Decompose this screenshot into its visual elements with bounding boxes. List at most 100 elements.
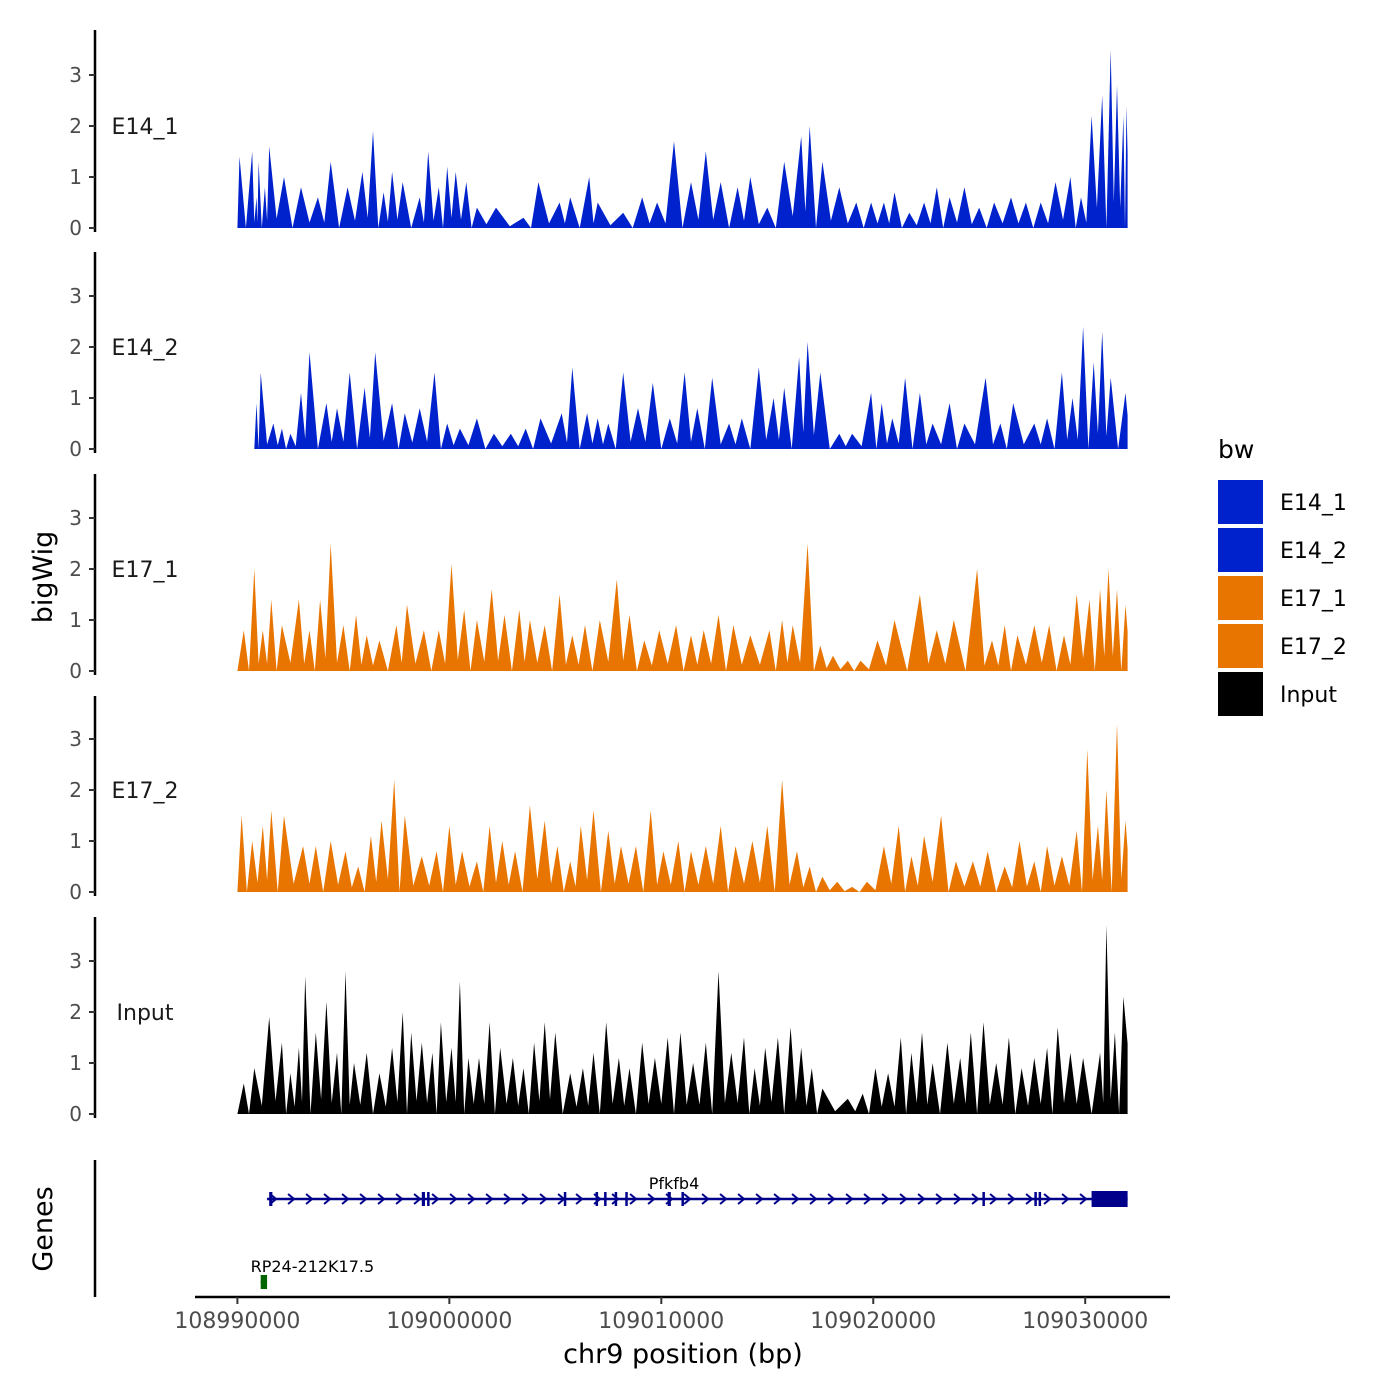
strand-chevron	[467, 1193, 476, 1205]
y-tick-label: 2	[69, 778, 82, 802]
track-E14_1: 0 1 2 3 E14_1	[69, 30, 1128, 240]
legend: bw E14_1 E14_2 E17_1 E17_2 Input	[1218, 435, 1347, 716]
y-tick-label: 0	[69, 659, 82, 683]
y-tick-label: 0	[69, 216, 82, 240]
strand-chevron	[431, 1193, 440, 1205]
strand-chevron	[827, 1193, 836, 1205]
strand-chevron	[1025, 1193, 1034, 1205]
strand-chevron	[863, 1193, 872, 1205]
exon	[614, 1192, 618, 1206]
exon	[1091, 1191, 1128, 1207]
track-E14_2: 0 1 2 3 E14_2	[69, 252, 1128, 461]
x-tick-label: 108990000	[174, 1309, 300, 1334]
exon	[563, 1192, 567, 1206]
gene-label: RP24-212K17.5	[251, 1257, 375, 1276]
y-tick-label: 3	[69, 727, 82, 751]
strand-chevron	[935, 1193, 944, 1205]
exon	[982, 1192, 985, 1206]
strand-chevron	[305, 1193, 314, 1205]
gene-label: Pfkfb4	[649, 1174, 700, 1193]
strand-chevron	[701, 1193, 710, 1205]
signal-area-Input	[237, 925, 1128, 1114]
legend-entry-label: E17_1	[1280, 587, 1347, 612]
strand-chevron	[521, 1193, 530, 1205]
y-tick-label: 3	[69, 506, 82, 530]
track-label: E14_2	[112, 336, 179, 361]
exon	[625, 1192, 628, 1206]
strand-chevron	[917, 1193, 926, 1205]
strand-chevron	[575, 1193, 584, 1205]
track-E17_1: 0 1 2 3 E17_1	[69, 474, 1128, 683]
y-tick-label: 1	[69, 608, 82, 632]
strand-chevron	[395, 1193, 404, 1205]
signal-area-E17_1	[237, 543, 1128, 671]
legend-entry-label: Input	[1280, 683, 1337, 708]
x-tick-label: 109010000	[598, 1309, 724, 1334]
strand-chevron	[899, 1193, 908, 1205]
exon	[667, 1192, 671, 1206]
legend-entry-label: E17_2	[1280, 635, 1347, 660]
strand-chevron	[683, 1193, 692, 1205]
y-tick-label: 3	[69, 284, 82, 308]
strand-chevron	[773, 1193, 782, 1205]
legend-swatch	[1218, 480, 1263, 524]
x-tick-label: 109000000	[386, 1309, 512, 1334]
exon	[421, 1192, 425, 1206]
strand-chevron	[971, 1193, 980, 1205]
track-Input: 0 1 2 3 Input	[69, 917, 1128, 1126]
legend-swatch	[1218, 576, 1263, 620]
strand-chevron	[611, 1193, 620, 1205]
legend-swatch	[1218, 672, 1263, 716]
legend-entry-label: E14_2	[1280, 539, 1347, 564]
x-axis: 108990000 109000000 109010000 109020000 1090…	[174, 1295, 1170, 1334]
exon	[269, 1192, 273, 1206]
x-axis-title: chr9 position (bp)	[563, 1339, 803, 1370]
strand-chevron	[359, 1193, 368, 1205]
strand-chevron	[755, 1193, 764, 1205]
y-tick-label: 1	[69, 165, 82, 189]
gene-track: Pfkfb4 RP24-212K17.5	[93, 1160, 1128, 1297]
strand-chevron	[287, 1193, 296, 1205]
strand-chevron	[323, 1193, 332, 1205]
legend-swatch	[1218, 624, 1263, 668]
strand-chevron	[341, 1193, 350, 1205]
strand-chevron	[503, 1193, 512, 1205]
y-tick-label: 0	[69, 437, 82, 461]
strand-chevron	[791, 1193, 800, 1205]
strand-chevron	[629, 1193, 638, 1205]
y-tick-label: 2	[69, 1000, 82, 1024]
track-label: E17_2	[112, 779, 179, 804]
strand-chevron	[413, 1193, 422, 1205]
y-tick-label: 0	[69, 880, 82, 904]
strand-chevron	[539, 1193, 548, 1205]
strand-chevron	[989, 1193, 998, 1205]
legend-title: bw	[1218, 435, 1254, 464]
strand-chevron	[737, 1193, 746, 1205]
gene-RP24-212K17.5: RP24-212K17.5	[251, 1257, 375, 1289]
legend-swatch	[1218, 528, 1263, 572]
genes-axis-title: Genes	[28, 1186, 59, 1271]
y-tick-label: 1	[69, 1051, 82, 1075]
y-tick-label: 1	[69, 386, 82, 410]
strand-chevron	[953, 1193, 962, 1205]
strand-chevron	[1043, 1193, 1052, 1205]
y-tick-label: 1	[69, 829, 82, 853]
strand-chevron	[1061, 1193, 1070, 1205]
y-tick-label: 3	[69, 949, 82, 973]
signal-area-E17_2	[237, 723, 1128, 892]
strand-chevron	[647, 1193, 656, 1205]
strand-chevron	[809, 1193, 818, 1205]
exon	[681, 1192, 684, 1206]
legend-entry-label: E14_1	[1280, 491, 1347, 516]
signal-area-E14_1	[237, 49, 1128, 228]
strand-chevron	[1079, 1193, 1088, 1205]
x-tick-label: 109020000	[810, 1309, 936, 1334]
x-tick-label: 109030000	[1022, 1309, 1148, 1334]
track-E17_2: 0 1 2 3 E17_2	[69, 696, 1128, 904]
y-tick-label: 3	[69, 63, 82, 87]
exon	[427, 1192, 430, 1206]
y-axis-title: bigWig	[28, 531, 59, 624]
strand-chevron	[1007, 1193, 1016, 1205]
signal-area-E14_2	[254, 326, 1128, 449]
